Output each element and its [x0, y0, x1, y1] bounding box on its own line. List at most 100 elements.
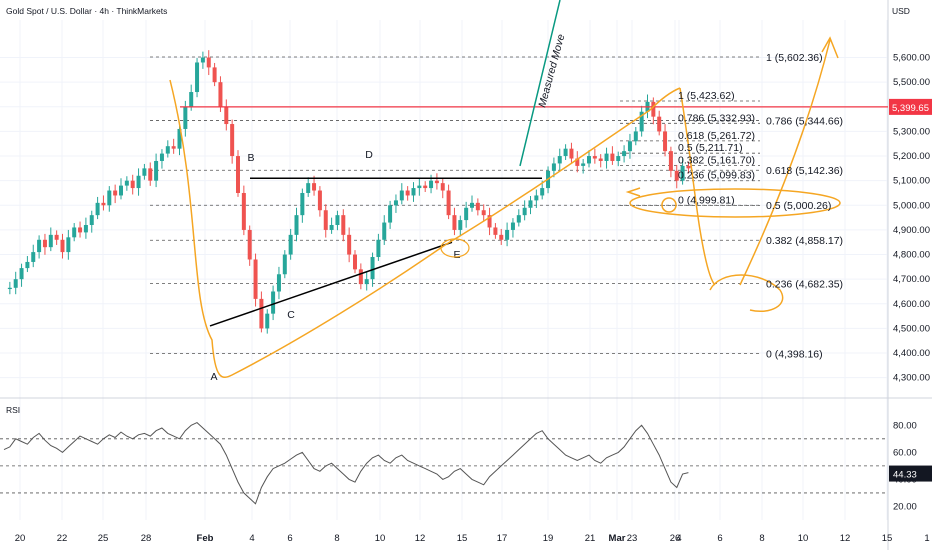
candle-body: [25, 261, 30, 269]
fib-right-label: 0.382 (4,858.17): [766, 235, 843, 247]
candle-body: [563, 148, 568, 157]
candle-body: [200, 57, 205, 63]
candle-body: [271, 291, 276, 314]
candle-body: [13, 279, 18, 288]
candle-body: [540, 188, 545, 196]
candle-body: [66, 237, 71, 253]
price-tick-label: 4,500.00: [893, 323, 930, 334]
annotation-target-loop: [709, 274, 784, 312]
candle-body: [212, 67, 217, 83]
candle-body: [493, 227, 498, 235]
candle-body: [417, 185, 422, 189]
fib-right-label: 0.786 (5,344.66): [766, 115, 843, 127]
fib-left-label: 0.786 (5,332.93): [678, 112, 755, 124]
candle-body: [265, 313, 270, 329]
candle-body: [300, 192, 305, 216]
candle-body: [288, 234, 293, 255]
fib-left-label: 0.382 (5,161.70): [678, 154, 755, 166]
time-tick-label: 4: [249, 533, 254, 544]
candle-body: [499, 234, 504, 240]
candle-body: [610, 153, 615, 161]
candle-body: [534, 195, 539, 201]
candle-body: [154, 160, 159, 181]
candle-body: [113, 190, 118, 196]
candle-body: [522, 207, 527, 216]
candle-body: [569, 148, 574, 159]
candle-body: [165, 146, 170, 154]
price-tick-label: 5,300.00: [893, 126, 930, 137]
candle-body: [119, 185, 123, 196]
price-axis: 4,300.00 4,400.00 4,500.00 4,600.00 4,700.00…: [889, 53, 932, 384]
candle-body: [557, 156, 562, 164]
candle-body: [405, 190, 410, 196]
price-tick-label: 4,800.00: [893, 250, 930, 261]
currency-label: USD: [892, 6, 910, 16]
candle-body: [347, 234, 352, 255]
annotation-circle: [661, 197, 677, 213]
candle-body: [429, 180, 434, 189]
current-price-label: 5,399.65: [892, 103, 929, 114]
rsi-value-label: 44.33: [893, 470, 917, 481]
candle-body: [452, 215, 457, 230]
candle-body: [510, 222, 515, 230]
pattern-point-label: A: [210, 371, 217, 383]
time-tick-label: 23: [627, 533, 638, 544]
candle-body: [353, 254, 357, 270]
time-tick-label: 6: [717, 533, 722, 544]
candle-body: [136, 175, 141, 189]
fib-right-label: 0.236 (4,682.35): [766, 279, 843, 291]
fib-right-label: 0.618 (5,142.36): [766, 165, 843, 177]
candle-body: [42, 239, 47, 248]
candle-body: [294, 215, 299, 235]
price-tick-label: 4,300.00: [893, 373, 930, 384]
candle-body: [680, 165, 685, 181]
candle-body: [7, 287, 12, 290]
candle-body: [505, 229, 510, 240]
candle-body: [31, 252, 36, 262]
candle-body: [241, 192, 246, 230]
candle-body: [224, 106, 229, 125]
candle-body: [83, 225, 88, 233]
pattern-point-label: B: [247, 152, 254, 164]
fib-levels: [150, 56, 760, 354]
candle-body: [592, 156, 597, 159]
candle-body: [124, 180, 129, 186]
fib-left-label: 0.236 (5,099.83): [678, 170, 755, 182]
annotation-e-circle: [440, 238, 470, 258]
time-axis: 20 22 25 28 Feb 4 6 8 10 12 15 17 19 21 23 26 Mar 4 6 8 10 12…: [15, 533, 930, 544]
time-tick-label: 10: [375, 533, 386, 544]
candle-body: [370, 257, 375, 280]
rsi-value-tag: [889, 465, 932, 482]
candle-body: [423, 185, 428, 189]
candle-body: [341, 215, 346, 235]
time-tick-label: 26: [670, 533, 681, 544]
fib-left-label: 1 (5,423.62): [678, 90, 735, 102]
fib-right-label: 0 (4,398.16): [766, 349, 823, 361]
time-tick-label: 15: [457, 533, 468, 544]
candles: [7, 50, 691, 334]
candle-body: [189, 92, 194, 107]
candle-body: [587, 156, 591, 164]
rsi-line: [3, 422, 689, 505]
time-tick-label: 28: [141, 533, 152, 544]
fib-left-label: 0 (4,999.81): [678, 194, 735, 206]
candle-body: [551, 163, 556, 171]
price-tick-label: 5,000.00: [893, 200, 930, 211]
candle-body: [195, 62, 200, 93]
candle-body: [475, 202, 480, 211]
candle-body: [464, 207, 469, 221]
candle-body: [446, 190, 451, 216]
price-tick-label: 5,500.00: [893, 77, 930, 88]
candle-body: [663, 131, 668, 152]
candle-body: [399, 190, 404, 201]
time-tick-label: 10: [798, 533, 809, 544]
candle-body: [470, 202, 474, 208]
candle-body: [376, 239, 381, 258]
annotation-curve: [169, 79, 681, 379]
pattern-point-label: C: [287, 309, 295, 321]
candle-body: [388, 205, 393, 223]
candle-body: [101, 202, 106, 206]
price-tick-label: 4,700.00: [893, 274, 930, 285]
candle-body: [434, 180, 439, 184]
